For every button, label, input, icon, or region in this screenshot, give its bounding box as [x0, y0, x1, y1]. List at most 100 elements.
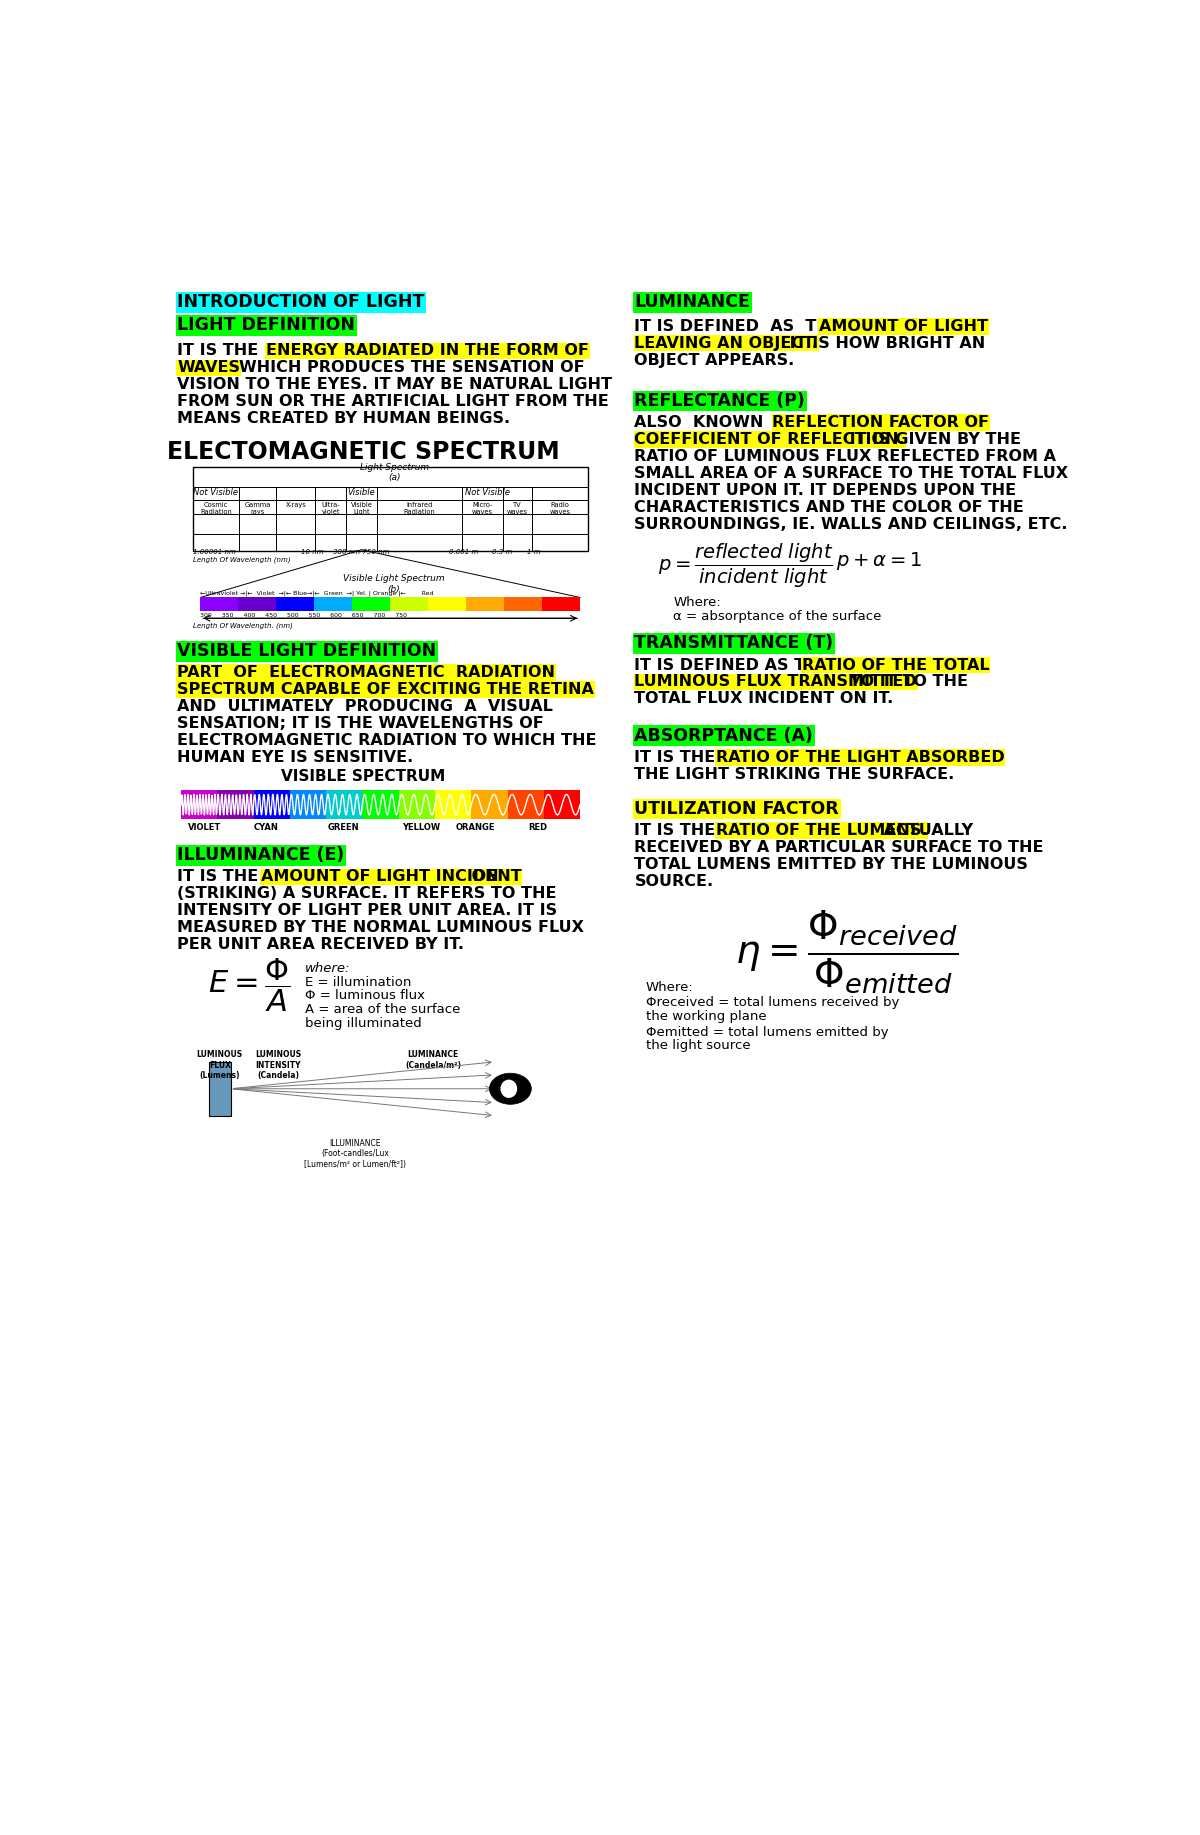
- Text: IT IS DEFINED  AS  THE: IT IS DEFINED AS THE: [635, 319, 847, 334]
- Text: AMOUNT OF LIGHT: AMOUNT OF LIGHT: [818, 319, 988, 334]
- Text: IT IS GIVEN BY THE: IT IS GIVEN BY THE: [845, 431, 1021, 448]
- Text: OBJECT APPEARS.: OBJECT APPEARS.: [635, 352, 794, 367]
- Text: CHARACTERISTICS AND THE COLOR OF THE: CHARACTERISTICS AND THE COLOR OF THE: [635, 499, 1024, 514]
- Bar: [290, 791, 326, 818]
- Text: VIOLET: VIOLET: [187, 824, 221, 831]
- Text: RATIO OF THE LIGHT ABSORBED: RATIO OF THE LIGHT ABSORBED: [715, 751, 1004, 765]
- Bar: [508, 791, 544, 818]
- Text: TOTAL FLUX INCIDENT ON IT.: TOTAL FLUX INCIDENT ON IT.: [635, 692, 894, 706]
- Text: Infrared
Radiation: Infrared Radiation: [404, 503, 436, 516]
- Text: SMALL AREA OF A SURFACE TO THE TOTAL FLUX: SMALL AREA OF A SURFACE TO THE TOTAL FLU…: [635, 466, 1068, 481]
- Bar: [544, 791, 580, 818]
- Text: MEANS CREATED BY HUMAN BEINGS.: MEANS CREATED BY HUMAN BEINGS.: [178, 411, 510, 426]
- Text: LUMINOUS
FLUX
(Lumens): LUMINOUS FLUX (Lumens): [197, 1050, 242, 1081]
- Text: Length Of Wavelength. (nm): Length Of Wavelength. (nm): [193, 622, 293, 629]
- Text: COEFFICIENT OF REFLECTION.: COEFFICIENT OF REFLECTION.: [635, 431, 905, 448]
- Text: AND  ULTIMATELY  PRODUCING  A  VISUAL: AND ULTIMATELY PRODUCING A VISUAL: [178, 699, 553, 714]
- Bar: [504, 598, 542, 611]
- Text: WHICH PRODUCES THE SENSATION OF: WHICH PRODUCES THE SENSATION OF: [239, 360, 584, 376]
- Text: Cosmic
Radiation: Cosmic Radiation: [200, 503, 232, 516]
- Text: $p + \alpha = 1$: $p + \alpha = 1$: [836, 550, 922, 573]
- Text: X-rays: X-rays: [286, 503, 306, 508]
- Text: SURROUNDINGS, IE. WALLS AND CEILINGS, ETC.: SURROUNDINGS, IE. WALLS AND CEILINGS, ET…: [635, 517, 1068, 532]
- Text: 1 m: 1 m: [527, 549, 540, 556]
- Ellipse shape: [500, 1079, 517, 1097]
- Bar: [390, 598, 428, 611]
- Text: IT IS THE: IT IS THE: [178, 870, 264, 884]
- Text: CYAN: CYAN: [254, 824, 278, 831]
- Text: ACTUALLY: ACTUALLY: [878, 824, 973, 839]
- Text: where:: where:: [305, 962, 350, 974]
- Text: LUMINOUS
INTENSITY
(Candela): LUMINOUS INTENSITY (Candela): [254, 1050, 301, 1081]
- Bar: [472, 791, 508, 818]
- Bar: [467, 598, 504, 611]
- Text: Light Spectrum
(a): Light Spectrum (a): [360, 462, 428, 483]
- Text: Visible Light Spectrum
(b): Visible Light Spectrum (b): [343, 574, 445, 595]
- Text: GREEN: GREEN: [328, 824, 360, 831]
- Text: E = illumination: E = illumination: [305, 976, 412, 989]
- Text: ILLUMINANCE
(Foot-candles/Lux
[Lumens/m² or Lumen/ft²]): ILLUMINANCE (Foot-candles/Lux [Lumens/m²…: [305, 1140, 407, 1169]
- Text: LIGHT DEFINITION: LIGHT DEFINITION: [178, 316, 355, 334]
- Text: THE LIGHT STRIKING THE SURFACE.: THE LIGHT STRIKING THE SURFACE.: [635, 767, 955, 782]
- Text: Visible
Light: Visible Light: [350, 503, 372, 516]
- Text: Not Visible: Not Visible: [464, 488, 510, 497]
- Bar: [276, 598, 314, 611]
- Bar: [398, 791, 434, 818]
- Text: VISIBLE SPECTRUM: VISIBLE SPECTRUM: [281, 769, 445, 784]
- Text: Length Of Wavelength (nm): Length Of Wavelength (nm): [193, 556, 290, 563]
- Text: A = area of the surface: A = area of the surface: [305, 1004, 461, 1017]
- Text: ALSO  KNOWN  AS: ALSO KNOWN AS: [635, 415, 804, 429]
- Text: INTRODUCTION OF LIGHT: INTRODUCTION OF LIGHT: [178, 294, 425, 312]
- Text: Φemitted = total lumens emitted by: Φemitted = total lumens emitted by: [646, 1026, 889, 1039]
- Text: Visible: Visible: [348, 488, 376, 497]
- Text: TV
waves: TV waves: [506, 503, 528, 516]
- Text: PER UNIT AREA RECEIVED BY IT.: PER UNIT AREA RECEIVED BY IT.: [178, 938, 464, 952]
- Text: IT IS DEFINED AS THE: IT IS DEFINED AS THE: [635, 657, 835, 673]
- Text: TOTAL LUMENS EMITTED BY THE LUMINOUS: TOTAL LUMENS EMITTED BY THE LUMINOUS: [635, 857, 1028, 872]
- Text: (STRIKING) A SURFACE. IT REFERS TO THE: (STRIKING) A SURFACE. IT REFERS TO THE: [178, 886, 557, 901]
- Text: ON: ON: [467, 870, 499, 884]
- Text: $p = \dfrac{reflected\ light}{incident\ light}$: $p = \dfrac{reflected\ light}{incident\ …: [658, 541, 833, 591]
- Text: 380 nm 750 nm: 380 nm 750 nm: [334, 549, 390, 556]
- Text: RATIO OF THE LUMENS.: RATIO OF THE LUMENS.: [715, 824, 928, 839]
- Text: being illuminated: being illuminated: [305, 1017, 421, 1029]
- Text: the light source: the light source: [646, 1039, 751, 1053]
- Text: YELLOW: YELLOW: [402, 824, 440, 831]
- Text: Φreceived = total lumens received by: Φreceived = total lumens received by: [646, 996, 899, 1009]
- Bar: [200, 598, 239, 611]
- Text: TRANSMITTANCE (T): TRANSMITTANCE (T): [635, 635, 834, 653]
- Bar: [181, 791, 217, 818]
- Bar: [193, 466, 588, 550]
- Text: REFLECTION FACTOR OF: REFLECTION FACTOR OF: [773, 415, 989, 429]
- Text: TO IT TO THE: TO IT TO THE: [844, 675, 967, 690]
- Text: Φ = luminous flux: Φ = luminous flux: [305, 989, 425, 1002]
- Bar: [209, 1062, 230, 1116]
- Text: SOURCE.: SOURCE.: [635, 873, 714, 888]
- Text: WAVES: WAVES: [178, 360, 240, 376]
- Text: Micro-
waves: Micro- waves: [472, 503, 493, 516]
- Text: Not Visible: Not Visible: [193, 488, 239, 497]
- Text: VISIBLE LIGHT DEFINITION: VISIBLE LIGHT DEFINITION: [178, 642, 437, 661]
- Text: RATIO OF LUMINOUS FLUX REFLECTED FROM A: RATIO OF LUMINOUS FLUX REFLECTED FROM A: [635, 450, 1056, 464]
- Text: Radio
waves: Radio waves: [550, 503, 570, 516]
- Text: ORANGE: ORANGE: [456, 824, 496, 831]
- Text: PART  OF  ELECTROMAGNETIC  RADIATION: PART OF ELECTROMAGNETIC RADIATION: [178, 666, 556, 681]
- Bar: [314, 598, 353, 611]
- Bar: [353, 598, 390, 611]
- Bar: [428, 598, 467, 611]
- Text: IT IS HOW BRIGHT AN: IT IS HOW BRIGHT AN: [784, 336, 985, 350]
- Bar: [542, 598, 580, 611]
- Text: UTILIZATION FACTOR: UTILIZATION FACTOR: [635, 800, 839, 818]
- Text: RATIO OF THE TOTAL: RATIO OF THE TOTAL: [802, 657, 989, 673]
- Text: Ultra-
violet: Ultra- violet: [322, 503, 340, 516]
- Text: ←Ultraviolet →|←  Violet  →|← Blue→|←  Green  →| Yel. | Orange |←        Red: ←Ultraviolet →|← Violet →|← Blue→|← Gree…: [200, 591, 434, 596]
- Text: Where:: Where:: [673, 596, 721, 609]
- Text: REFLECTANCE (P): REFLECTANCE (P): [635, 393, 805, 409]
- Text: RECEIVED BY A PARTICULAR SURFACE TO THE: RECEIVED BY A PARTICULAR SURFACE TO THE: [635, 840, 1044, 855]
- Text: Where:: Where:: [646, 982, 694, 995]
- Bar: [217, 791, 253, 818]
- Text: ENERGY RADIATED IN THE FORM OF: ENERGY RADIATED IN THE FORM OF: [266, 343, 589, 358]
- Ellipse shape: [490, 1073, 532, 1105]
- Text: AMOUNT OF LIGHT INCIDENT: AMOUNT OF LIGHT INCIDENT: [260, 870, 522, 884]
- Text: ILLUMINANCE (E): ILLUMINANCE (E): [178, 846, 344, 864]
